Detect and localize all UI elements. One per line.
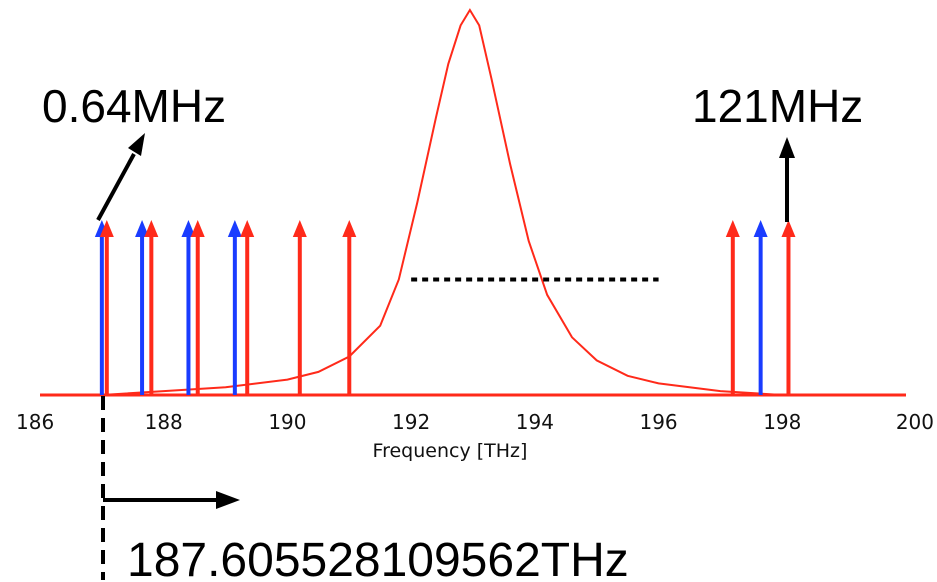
x-tick-label: 196 (639, 410, 677, 434)
offset-frequency-label: 0.64MHz (42, 80, 226, 132)
comb-arrowhead-icon (144, 220, 159, 237)
x-tick-label: 200 (896, 410, 934, 434)
rep-rate-arrow-icon (779, 137, 795, 222)
comb-arrowhead-icon (190, 220, 205, 237)
comb-arrowhead-icon (753, 220, 768, 237)
x-tick-label: 186 (16, 410, 54, 434)
offset-arrow-icon (96, 133, 145, 221)
x-tick-label: 198 (763, 410, 801, 434)
comb-arrowhead-icon (292, 220, 307, 237)
start-frequency-label: 187.605528109562THz (127, 534, 629, 582)
start-frequency-arrow-icon (103, 491, 240, 509)
comb-arrowhead-icon (99, 220, 114, 237)
x-axis-label: Frequency [THz] (373, 440, 528, 462)
comb-arrowhead-icon (781, 220, 796, 237)
comb-lines (94, 220, 796, 395)
x-tick-label: 190 (268, 410, 306, 434)
comb-arrowhead-icon (181, 220, 196, 237)
comb-arrowhead-icon (240, 220, 255, 237)
repetition-rate-label: 121MHz (692, 80, 863, 132)
x-tick-labels: 186 188 190 192 194 196 198 200 (16, 410, 934, 434)
comb-arrowhead-icon (725, 220, 740, 237)
comb-arrowhead-icon (342, 220, 357, 237)
gain-curve (52, 8, 894, 396)
comb-arrowhead-icon (227, 220, 242, 237)
x-tick-label: 194 (516, 410, 554, 434)
x-tick-label: 188 (145, 410, 183, 434)
comb-arrowhead-icon (135, 220, 150, 237)
x-tick-label: 192 (392, 410, 430, 434)
